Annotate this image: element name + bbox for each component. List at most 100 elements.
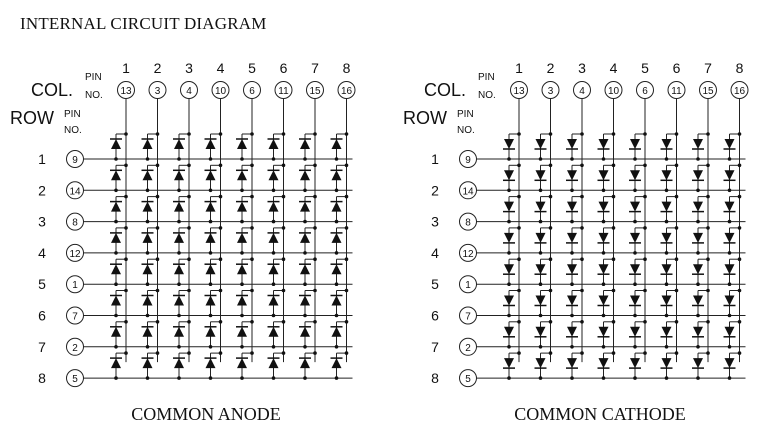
junction-dot bbox=[570, 157, 574, 161]
led-cell bbox=[204, 132, 223, 161]
junction-dot bbox=[187, 163, 191, 168]
led-triangle bbox=[661, 232, 672, 243]
led-cell bbox=[330, 288, 349, 318]
row-number: 1 bbox=[431, 151, 439, 167]
led-cell bbox=[534, 163, 553, 193]
column-pin-number: 10 bbox=[215, 86, 227, 97]
led-triangle bbox=[331, 139, 342, 149]
column-pin-number: 13 bbox=[513, 86, 525, 97]
led-triangle bbox=[268, 201, 279, 212]
led-cell bbox=[723, 257, 742, 287]
led-triangle bbox=[567, 326, 577, 337]
junction-dot bbox=[706, 163, 710, 168]
junction-dot bbox=[706, 351, 710, 355]
junction-dot bbox=[570, 219, 574, 224]
junction-dot bbox=[601, 157, 606, 161]
junction-dot bbox=[218, 320, 223, 324]
led-triangle bbox=[630, 139, 640, 149]
row-pin-number: 7 bbox=[72, 312, 78, 323]
led-triangle bbox=[205, 295, 216, 306]
row-pin-number: 2 bbox=[72, 343, 78, 354]
led-cell bbox=[692, 194, 710, 224]
junction-dot bbox=[313, 132, 317, 136]
led-cell bbox=[629, 257, 647, 287]
col-no-label: NO. bbox=[85, 90, 103, 101]
junction-dot bbox=[538, 219, 543, 224]
led-triangle bbox=[567, 232, 577, 243]
junction-dot bbox=[145, 345, 150, 349]
led-triangle bbox=[598, 201, 609, 212]
junction-dot bbox=[303, 251, 307, 255]
led-cell bbox=[236, 257, 254, 287]
led-cell bbox=[299, 163, 317, 193]
led-cell bbox=[723, 226, 742, 255]
junction-dot bbox=[250, 320, 254, 324]
led-cell bbox=[236, 163, 254, 193]
column-number: 8 bbox=[343, 60, 351, 76]
led-cell bbox=[330, 226, 349, 255]
junction-dot bbox=[633, 376, 637, 380]
led-triangle bbox=[693, 264, 703, 275]
led-triangle bbox=[111, 170, 121, 181]
led-triangle bbox=[567, 139, 577, 149]
column-number: 2 bbox=[547, 60, 555, 76]
junction-dot bbox=[601, 219, 606, 224]
led-triangle bbox=[174, 326, 184, 337]
junction-dot bbox=[155, 288, 160, 293]
junction-dot bbox=[303, 313, 307, 318]
led-cell bbox=[566, 132, 584, 161]
junction-dot bbox=[538, 188, 543, 193]
page-title: INTERNAL CIRCUIT DIAGRAM bbox=[20, 14, 267, 33]
led-triangle bbox=[630, 295, 640, 306]
led-cell bbox=[597, 288, 616, 318]
junction-dot bbox=[124, 351, 128, 355]
junction-dot bbox=[674, 163, 679, 168]
led-triangle bbox=[724, 295, 735, 306]
led-triangle bbox=[630, 170, 640, 181]
row-no-label: NO. bbox=[457, 125, 475, 136]
led-cell bbox=[299, 320, 317, 349]
junction-dot bbox=[303, 157, 307, 161]
led-triangle bbox=[535, 326, 546, 337]
led-triangle bbox=[111, 201, 121, 212]
column-pin-number: 3 bbox=[155, 86, 161, 97]
column-pin-number: 6 bbox=[249, 86, 255, 97]
junction-dot bbox=[706, 226, 710, 230]
junction-dot bbox=[664, 188, 669, 193]
junction-dot bbox=[674, 351, 679, 355]
junction-dot bbox=[696, 251, 700, 255]
junction-dot bbox=[114, 157, 118, 161]
junction-dot bbox=[633, 282, 637, 287]
led-triangle bbox=[630, 326, 640, 337]
junction-dot bbox=[177, 376, 181, 380]
junction-dot bbox=[706, 288, 710, 293]
junction-dot bbox=[664, 313, 669, 318]
led-triangle bbox=[300, 326, 310, 337]
row-pin-number: 5 bbox=[72, 374, 78, 385]
junction-dot bbox=[727, 157, 732, 161]
led-triangle bbox=[300, 358, 310, 369]
led-cell bbox=[534, 351, 553, 380]
led-triangle bbox=[693, 295, 703, 306]
column-number: 4 bbox=[610, 60, 618, 76]
junction-dot bbox=[706, 257, 710, 262]
row-number: 2 bbox=[431, 182, 439, 198]
column-pin-number: 16 bbox=[341, 86, 353, 97]
led-cell bbox=[110, 194, 128, 224]
led-triangle bbox=[567, 201, 577, 212]
led-cell bbox=[597, 226, 616, 255]
led-triangle bbox=[111, 295, 121, 306]
col-pin-label: PIN bbox=[85, 72, 102, 83]
led-cell bbox=[173, 194, 191, 224]
junction-dot bbox=[538, 345, 543, 349]
junction-dot bbox=[303, 188, 307, 193]
junction-dot bbox=[281, 257, 286, 262]
led-triangle bbox=[535, 295, 546, 306]
matrix-caption: COMMON ANODE bbox=[131, 404, 281, 424]
row-pin-number: 1 bbox=[72, 280, 78, 291]
led-cell bbox=[141, 257, 160, 287]
led-cell bbox=[267, 163, 286, 193]
junction-dot bbox=[507, 157, 511, 161]
column-number: 7 bbox=[311, 60, 319, 76]
